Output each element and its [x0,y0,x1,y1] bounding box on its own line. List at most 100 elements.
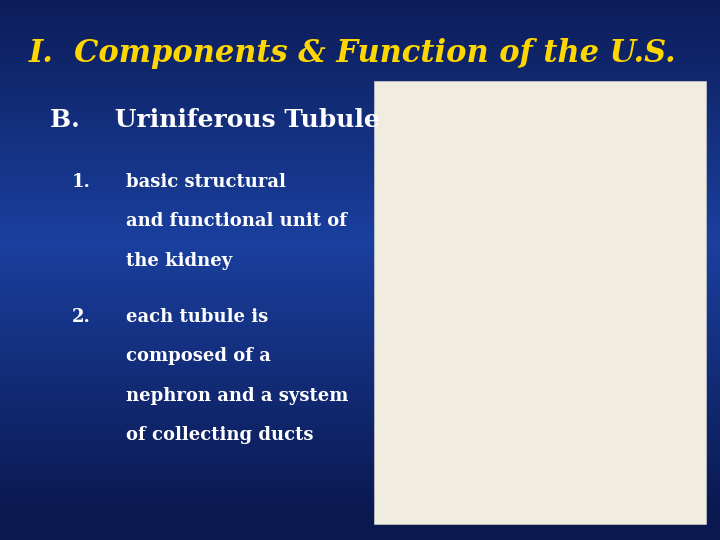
Bar [0,367,720,369]
Bar [0,306,720,308]
Bar [0,394,720,396]
Bar [0,366,720,367]
Bar [0,101,720,103]
Bar [0,221,720,223]
Bar [0,333,720,335]
Bar [0,353,720,355]
Bar [0,220,720,221]
Bar [0,292,720,293]
Bar [0,20,720,22]
Bar [0,83,720,85]
Bar [0,479,720,481]
Bar [0,218,720,220]
Bar [0,27,720,29]
Bar [0,74,720,76]
Bar [0,23,720,25]
Bar [0,401,720,403]
Bar [0,501,720,502]
Bar [0,490,720,491]
Bar [0,76,720,77]
Bar [0,5,720,7]
Bar [0,99,720,101]
Bar [0,174,720,177]
Bar [0,268,720,270]
Bar [0,452,720,454]
Bar [0,43,720,45]
Bar [0,425,720,427]
Bar [0,412,720,414]
Bar [0,441,720,443]
Bar [0,461,720,463]
Bar [0,486,720,488]
Bar [0,346,720,347]
Bar [0,302,720,304]
Bar [0,200,720,201]
Bar [0,69,720,70]
Bar [0,108,720,110]
Bar [0,423,720,425]
Bar [0,191,720,193]
Bar [0,146,720,147]
Bar [0,349,720,351]
Bar [0,468,720,470]
Bar [0,482,720,484]
Bar [0,405,720,407]
Bar [0,194,720,196]
Bar [0,508,720,509]
Bar [0,536,720,538]
Bar [0,31,720,32]
Text: composed of a: composed of a [126,347,271,365]
Bar [0,29,720,31]
Bar [0,39,720,42]
Bar [0,160,720,162]
Bar [0,258,720,259]
Bar [0,373,720,374]
Bar [0,16,720,18]
Bar [0,201,720,204]
Bar [0,450,720,452]
Text: basic structural: basic structural [126,173,286,191]
Bar [0,529,720,531]
Bar [0,414,720,416]
Bar [0,216,720,218]
Bar [0,313,720,315]
Bar [0,484,720,486]
Bar [0,158,720,160]
Bar [0,225,720,227]
Bar [0,403,720,405]
Bar [0,204,720,205]
Bar [0,351,720,353]
Bar [0,144,720,146]
Bar [0,178,720,180]
Bar [0,410,720,412]
Bar [0,371,720,373]
Bar [0,193,720,194]
Bar [0,120,720,123]
Bar [0,398,720,400]
Bar [0,223,720,225]
Bar [0,205,720,207]
Bar [0,184,720,185]
Bar [0,378,720,380]
Bar [0,363,720,366]
Bar [0,524,720,525]
Bar [0,464,720,466]
Bar [0,319,720,320]
Bar [0,96,720,97]
Bar [0,471,720,474]
Bar [0,400,720,401]
Bar [0,315,720,317]
Bar [0,189,720,191]
Bar [0,477,720,479]
Bar [0,238,720,239]
Text: nephron and a system: nephron and a system [126,387,348,404]
Bar [0,115,720,117]
Bar [0,308,720,309]
Bar [0,65,720,66]
Bar [0,454,720,455]
Bar [0,228,720,231]
Bar [0,124,720,126]
Bar [0,304,720,306]
Bar [0,123,720,124]
Bar [0,128,720,130]
